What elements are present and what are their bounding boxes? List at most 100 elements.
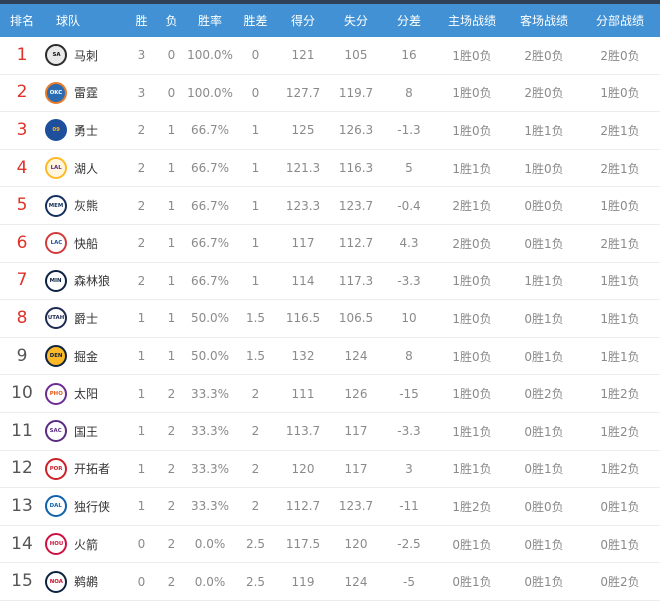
points-for-cell: 113.7 [285,424,321,439]
games-behind-cell: 0 [251,85,260,100]
rank-number: 8 [16,307,28,328]
team-name[interactable]: 开拓者 [74,462,111,477]
home-record-cell: 1胜0负 [452,311,492,326]
losses-cell: 0 [167,85,176,100]
losses-cell: 1 [167,123,176,138]
table-row[interactable]: 5 MEM 灰熊 2 1 66.7% 1 123.3 123.7 -0.4 2胜… [0,187,660,225]
home-record-cell: 1胜0负 [452,123,492,138]
home-record-cell: 1胜1负 [452,424,492,439]
games-behind-cell: 1 [251,273,260,288]
points-for-cell: 121 [291,48,315,63]
table-row[interactable]: 14 HOU 火箭 0 2 0.0% 2.5 117.5 120 -2.5 0胜… [0,525,660,564]
losses-cell: 2 [167,424,176,439]
rank-number: 2 [16,82,28,103]
games-behind-cell: 2 [251,386,260,401]
home-record-cell: 2胜0负 [452,236,492,251]
home-record-cell: 2胜1负 [452,199,492,214]
table-row[interactable]: 1 SA 马刺 3 0 100.0% 0 121 105 16 1胜0负 2胜0… [0,37,660,75]
games-behind-cell: 1 [251,123,260,138]
col-header-win-pct: 胜率 [197,14,222,28]
win-pct-cell: 50.0% [190,349,230,364]
points-for-cell: 117.5 [285,537,321,552]
away-record-cell: 2胜0负 [524,48,564,63]
team-name[interactable]: 勇士 [74,123,99,138]
team-name[interactable]: 马刺 [74,48,99,63]
away-record-cell: 1胜1负 [524,274,564,289]
points-against-cell: 123.7 [338,499,374,514]
team-name[interactable]: 鹈鹕 [74,575,99,590]
table-row[interactable]: 12 POR 开拓者 1 2 33.3% 2 120 117 3 1胜1负 0胜… [0,450,660,489]
division-record-cell: 0胜1负 [600,499,640,514]
table-row[interactable]: 11 SAC 国王 1 2 33.3% 2 113.7 117 -3.3 1胜1… [0,412,660,451]
table-row[interactable]: 4 LAL 湖人 2 1 66.7% 1 121.3 116.3 5 1胜1负 … [0,149,660,188]
division-record-cell: 1胜0负 [600,86,640,101]
table-row[interactable]: 3 09 勇士 2 1 66.7% 1 125 126.3 -1.3 1胜0负 … [0,112,660,150]
team-name[interactable]: 国王 [74,424,99,439]
rank-number: 6 [16,232,28,253]
rank-number: 7 [16,270,28,291]
losses-cell: 2 [167,461,176,476]
table-row[interactable]: 2 OKC 雷霆 3 0 100.0% 0 127.7 119.7 8 1胜0负… [0,74,660,113]
division-record-cell: 1胜1负 [600,274,640,289]
games-behind-cell: 2.5 [245,537,266,552]
points-against-cell: 106.5 [338,311,374,326]
col-header-team: 球队 [56,14,81,28]
point-diff-cell: 8 [405,85,413,100]
team-logo-icon: LAL [45,157,67,180]
away-record-cell: 0胜1负 [524,349,564,364]
points-against-cell: 117 [344,461,368,476]
games-behind-cell: 2 [251,499,260,514]
away-record-cell: 0胜1负 [524,575,564,590]
point-diff-cell: 8 [405,349,413,364]
team-name[interactable]: 湖人 [74,161,99,176]
games-behind-cell: 1.5 [245,349,266,364]
point-diff-cell: -3.3 [397,273,421,288]
points-against-cell: 124 [344,574,368,589]
home-record-cell: 1胜0负 [452,48,492,63]
losses-cell: 1 [167,161,176,176]
points-for-cell: 127.7 [285,85,321,100]
point-diff-cell: 4.3 [399,236,419,251]
team-name[interactable]: 火箭 [74,537,99,552]
team-logo-icon: POR [45,457,67,480]
wins-cell: 0 [137,537,146,552]
table-row[interactable]: 7 MIN 森林狼 2 1 66.7% 1 114 117.3 -3.3 1胜0… [0,262,660,301]
wins-cell: 1 [137,349,146,364]
point-diff-cell: -2.5 [397,537,421,552]
table-row[interactable]: 8 UTAH 爵士 1 1 50.0% 1.5 116.5 106.5 10 1… [0,300,660,338]
col-header-games-behind: 胜差 [243,14,268,28]
win-pct-cell: 33.3% [190,424,230,439]
away-record-cell: 0胜2负 [524,387,564,402]
team-name[interactable]: 独行侠 [74,499,111,514]
table-row[interactable]: 10 PHO 太阳 1 2 33.3% 2 111 126 -15 1胜0负 0… [0,375,660,413]
table-row[interactable]: 13 DAL 独行侠 1 2 33.3% 2 112.7 123.7 -11 1… [0,488,660,526]
losses-cell: 2 [167,386,176,401]
points-for-cell: 132 [291,349,315,364]
points-against-cell: 123.7 [338,198,374,213]
table-row[interactable]: 9 DEN 掘金 1 1 50.0% 1.5 132 124 8 1胜0负 0胜… [0,337,660,376]
team-logo-icon: OKC [45,81,67,104]
away-record-cell: 1胜0负 [524,161,564,176]
rank-number: 13 [11,495,33,516]
team-name[interactable]: 森林狼 [74,274,111,289]
table-row[interactable]: 6 LAC 快船 2 1 66.7% 1 117 112.7 4.3 2胜0负 … [0,224,660,263]
team-logo-icon: MIN [45,269,67,292]
team-name[interactable]: 灰熊 [74,199,99,214]
away-record-cell: 1胜1负 [524,123,564,138]
point-diff-cell: -1.3 [397,123,421,138]
team-name[interactable]: 爵士 [74,311,99,326]
away-record-cell: 0胜0负 [524,199,564,214]
team-name[interactable]: 掘金 [74,349,99,364]
win-pct-cell: 100.0% [187,48,233,63]
team-name[interactable]: 快船 [74,236,99,251]
win-pct-cell: 66.7% [190,161,230,176]
wins-cell: 1 [137,424,146,439]
points-for-cell: 125 [291,123,315,138]
division-record-cell: 0胜2负 [600,575,640,590]
team-name[interactable]: 太阳 [74,387,99,402]
rank-number: 4 [16,157,28,178]
win-pct-cell: 50.0% [190,311,230,326]
team-name[interactable]: 雷霆 [74,86,99,101]
table-body: 1 SA 马刺 3 0 100.0% 0 121 105 16 1胜0负 2胜0… [0,37,660,601]
table-row[interactable]: 15 NOA 鹈鹕 0 2 0.0% 2.5 119 124 -5 0胜1负 0… [0,563,660,601]
